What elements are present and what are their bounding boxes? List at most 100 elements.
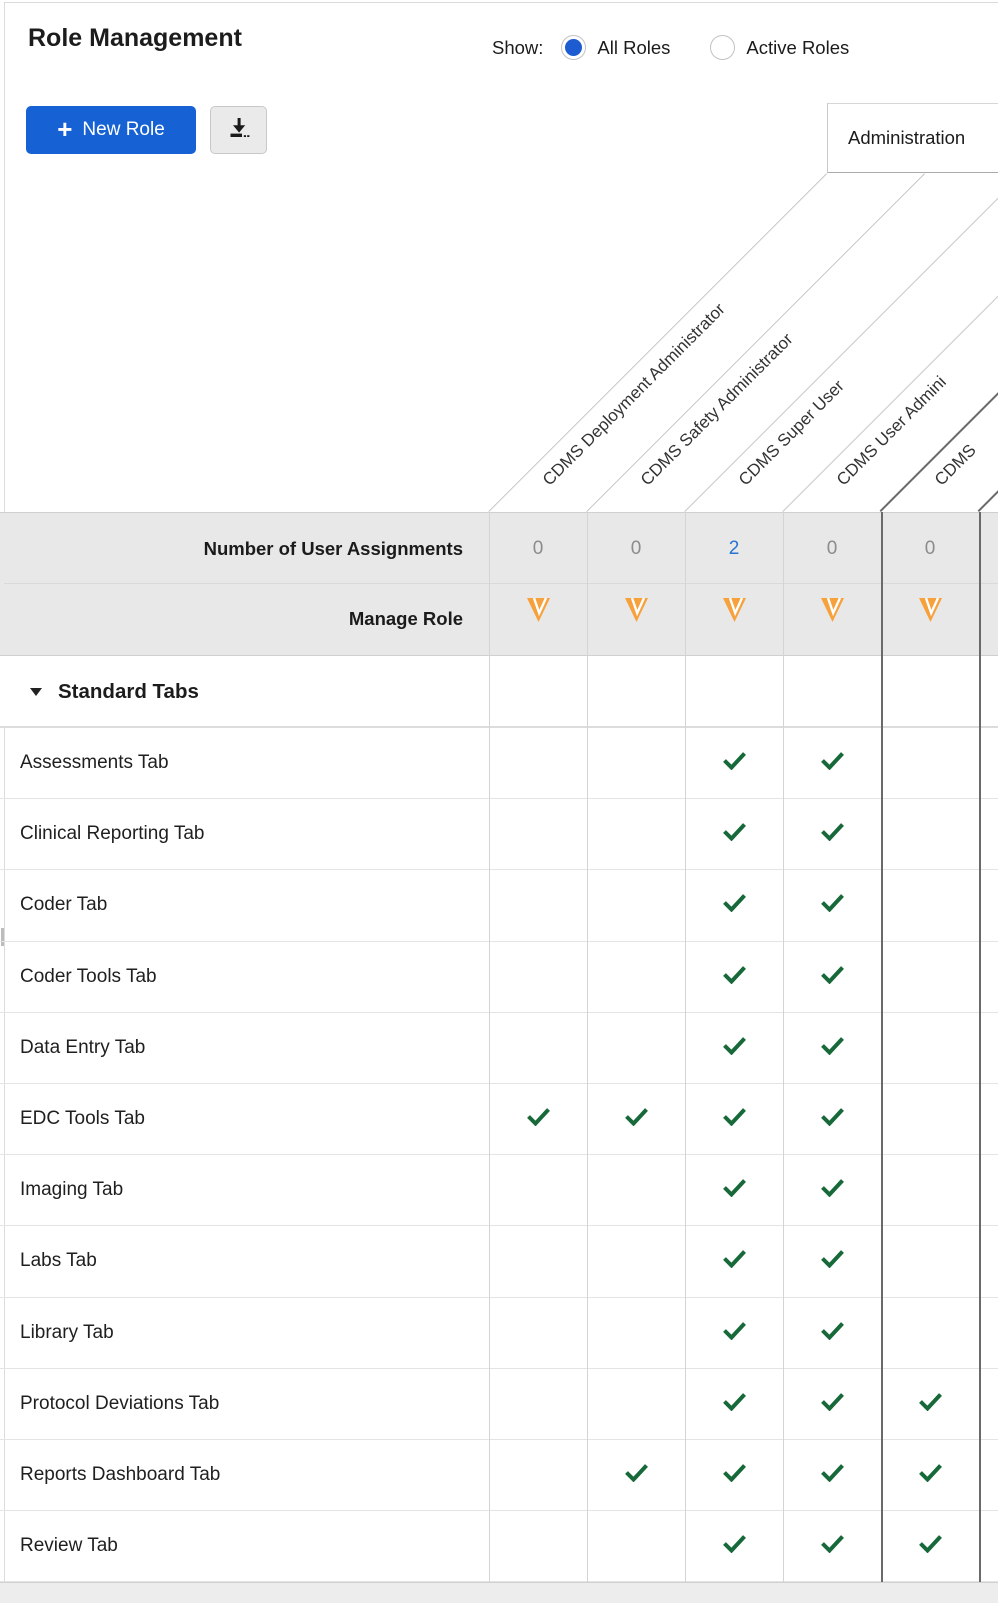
check-icon <box>722 822 747 846</box>
permission-check-cell <box>685 1511 783 1581</box>
section-standard-tabs[interactable]: Standard Tabs <box>0 655 998 728</box>
manage-role-cell[interactable] <box>685 596 783 629</box>
row-label: EDC Tools Tab <box>20 1108 145 1130</box>
check-icon <box>722 1534 747 1558</box>
export-button[interactable] <box>210 106 267 154</box>
column-header-label: CDMS <box>930 440 980 490</box>
group-boundary-gridline <box>979 512 981 1582</box>
radio-all-roles[interactable] <box>561 35 587 60</box>
check-icon <box>722 751 747 775</box>
check-icon <box>722 893 747 917</box>
check-icon <box>624 1463 649 1487</box>
row-label: Clinical Reporting Tab <box>20 823 205 845</box>
check-icon <box>820 1249 845 1273</box>
permission-check-cell <box>685 870 783 940</box>
permission-check-cell <box>783 870 881 940</box>
check-icon <box>820 822 845 846</box>
page-title: Role Management <box>28 24 242 52</box>
row-label: Coder Tab <box>20 894 108 916</box>
row-label: Coder Tools Tab <box>20 965 157 987</box>
new-role-button[interactable]: + New Role <box>26 106 196 154</box>
manage-role-veeva-icon[interactable] <box>623 596 650 629</box>
manage-role-veeva-icon[interactable] <box>525 596 552 629</box>
permission-check-cell <box>783 1440 881 1510</box>
permission-check-cell <box>685 1155 783 1225</box>
check-icon <box>624 1107 649 1131</box>
row-label: Labs Tab <box>20 1250 97 1272</box>
permission-check-cell <box>783 1298 881 1368</box>
permission-check-cell <box>685 1013 783 1083</box>
permission-check-cell <box>783 728 881 798</box>
manage-role-veeva-icon[interactable] <box>721 596 748 629</box>
check-icon <box>820 1534 845 1558</box>
check-icon <box>722 1392 747 1416</box>
manage-role-cell[interactable] <box>489 596 587 629</box>
table-row: Imaging Tab <box>0 1155 998 1227</box>
row-label: Imaging Tab <box>20 1179 124 1201</box>
check-icon <box>820 965 845 989</box>
section-title: Standard Tabs <box>58 679 199 703</box>
manage-role-cell[interactable] <box>587 596 685 629</box>
check-icon <box>820 893 845 917</box>
check-icon <box>820 1178 845 1202</box>
check-icon <box>820 1321 845 1345</box>
permission-check-cell <box>881 1440 979 1510</box>
table-row: Clinical Reporting Tab <box>0 799 998 871</box>
administration-label: Administration <box>848 127 966 148</box>
panel-left-border <box>4 2 5 1602</box>
check-icon <box>918 1463 943 1487</box>
radio-active-roles-label[interactable]: Active Roles <box>746 36 850 58</box>
check-icon <box>918 1392 943 1416</box>
row-label: Library Tab <box>20 1321 114 1343</box>
table-row: Library Tab <box>0 1298 998 1369</box>
manage-role-cell[interactable] <box>881 596 979 629</box>
radio-active-roles[interactable] <box>710 35 736 60</box>
column-header-label: CDMS Deployment Administrator <box>538 299 729 490</box>
check-icon <box>722 1107 747 1131</box>
permission-check-cell <box>685 728 783 798</box>
download-icon <box>226 115 252 145</box>
column-gridline <box>489 512 490 1582</box>
permission-check-cell <box>783 1369 881 1439</box>
assignments-count-link[interactable]: 2 <box>728 538 740 559</box>
table-row: Coder Tab <box>0 870 998 942</box>
permission-check-cell <box>685 1369 783 1439</box>
check-icon <box>722 1036 747 1060</box>
permission-check-cell <box>783 942 881 1012</box>
manage-role-veeva-icon[interactable] <box>917 596 944 629</box>
column-group-boundary-line <box>977 172 998 512</box>
new-role-button-label: New Role <box>82 119 165 140</box>
assignments-count: 0 <box>532 538 544 559</box>
table-row: Data Entry Tab <box>0 1013 998 1084</box>
band-row-divider <box>4 583 998 584</box>
left-edge-notch <box>1 928 4 946</box>
table-row: Coder Tools Tab <box>0 942 998 1013</box>
table-row: EDC Tools Tab <box>0 1084 998 1156</box>
permission-check-cell <box>685 799 783 869</box>
check-icon <box>820 1392 845 1416</box>
group-boundary-gridline <box>881 512 883 1582</box>
column-group-boundary-line <box>879 172 998 512</box>
row-label: Reports Dashboard Tab <box>20 1464 221 1486</box>
radio-all-roles-label[interactable]: All Roles <box>597 36 671 58</box>
permission-check-cell <box>685 1084 783 1154</box>
table-row: Protocol Deviations Tab <box>0 1369 998 1440</box>
plus-icon: + <box>57 113 73 144</box>
permission-check-cell <box>881 1511 979 1581</box>
permission-check-cell <box>783 799 881 869</box>
permission-check-cell <box>783 1511 881 1581</box>
manage-role-veeva-icon[interactable] <box>819 596 846 629</box>
assignments-count: 0 <box>630 538 642 559</box>
permission-check-cell <box>685 1226 783 1296</box>
bottom-scroll-strip[interactable] <box>0 1582 998 1603</box>
column-group-administration: Administration <box>827 103 998 173</box>
permission-check-cell <box>783 1084 881 1154</box>
radio-selected-dot <box>565 39 583 56</box>
check-icon <box>526 1107 551 1131</box>
table-row: Assessments Tab <box>0 728 998 800</box>
assignments-count: 0 <box>826 538 838 559</box>
collapse-triangle-icon[interactable] <box>30 687 42 696</box>
panel-top-border <box>4 2 998 3</box>
section-bottom-border <box>0 726 998 728</box>
manage-role-cell[interactable] <box>783 596 881 629</box>
